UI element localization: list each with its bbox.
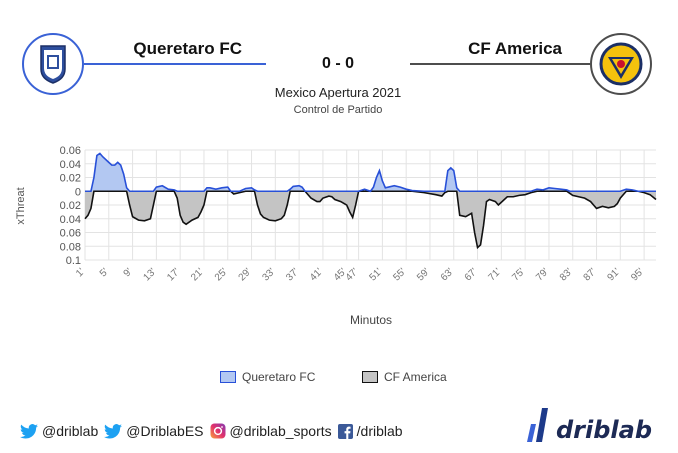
home-divider [84,63,266,65]
instagram-icon [210,423,225,439]
x-tick-label: 55' [391,266,408,283]
x-tick-label: 91' [605,266,622,283]
legend-swatch-away [362,371,378,383]
x-tick-label: 51' [368,266,385,283]
footer-item-twitter-2[interactable]: @DriblabES [104,423,204,439]
home-line [85,152,656,193]
chart-grid [84,149,656,261]
x-axis-label: Minutos [350,313,392,327]
x-tick-label: 9' [122,266,135,279]
x-tick-label: 67' [463,266,480,283]
brand-name: driblab [556,416,653,444]
facebook-icon [337,423,353,439]
footer-handle-1: @driblab [42,423,99,439]
x-tick-label: 21' [189,266,206,283]
footer-item-twitter-1[interactable]: @driblab [20,423,98,439]
brand-mark-icon [527,408,548,442]
legend-label-away: CF America [384,370,447,384]
x-tick-label: 41' [308,266,325,283]
y-tick-label: 0 [75,186,81,198]
x-tick-label: 47' [344,266,361,283]
away-crest [590,33,652,95]
x-tick-label: 79' [534,266,551,283]
x-tick-label: 63' [439,266,456,283]
x-tick-label: 87' [582,266,599,283]
x-tick-label: 37' [284,266,301,283]
footer-social: @driblab @DriblabES @driblab_sports /dri… [20,423,409,439]
match-score: 0 - 0 [321,55,354,72]
y-tick-label: 0.04 [60,214,81,226]
footer-handle-2: @DriblabES [126,423,204,439]
x-tick-label: 83' [558,266,575,283]
chart-areas [84,152,657,250]
x-tick-label: 17' [165,266,182,283]
x-tick-label: 71' [486,266,503,283]
x-tick-label: 59' [415,266,432,283]
y-tick-label: 0.06 [60,228,81,240]
away-line [84,190,657,250]
away-divider [410,63,590,65]
x-tick-label: 25' [213,266,230,283]
home-crest [22,33,84,95]
y-tick-label: 0.06 [60,145,81,157]
legend-item-home: Queretaro FC [220,370,315,384]
footer-handle-3: @driblab_sports [229,423,332,439]
y-tick-label: 0.02 [60,200,81,212]
away-team-name: CF America [468,39,562,58]
brand-logo: driblab [524,406,652,444]
y-tick-label: 0.1 [66,255,81,267]
home-team-name: Queretaro FC [133,39,242,58]
legend-swatch-home [220,371,236,383]
y-axis-label: xThreat [15,187,27,224]
footer-item-facebook[interactable]: /driblab [337,423,403,439]
legend-item-away: CF America [362,370,447,384]
x-tick-label: 75' [510,266,527,283]
x-tick-label: 13' [141,266,158,283]
footer-item-instagram[interactable]: @driblab_sports [210,423,332,439]
y-tick-label: 0.04 [60,159,81,171]
home-area [85,153,656,192]
chart-subtitle: Control de Partido [293,104,383,116]
twitter-icon [20,423,38,439]
competition-name: Mexico Apertura 2021 [274,85,402,100]
y-tick-label: 0.02 [60,173,81,185]
x-tick-label: 33' [260,266,277,283]
footer-handle-4: /driblab [356,423,403,439]
away-area [85,191,656,248]
x-tick-label: 95' [629,266,646,283]
x-tick-label: 1' [74,266,87,279]
x-tick-label: 5' [98,266,111,279]
twitter-icon [104,423,123,439]
y-tick-label: 0.08 [60,241,81,253]
legend-label-home: Queretaro FC [242,370,316,384]
x-tick-label: 29' [237,266,254,283]
